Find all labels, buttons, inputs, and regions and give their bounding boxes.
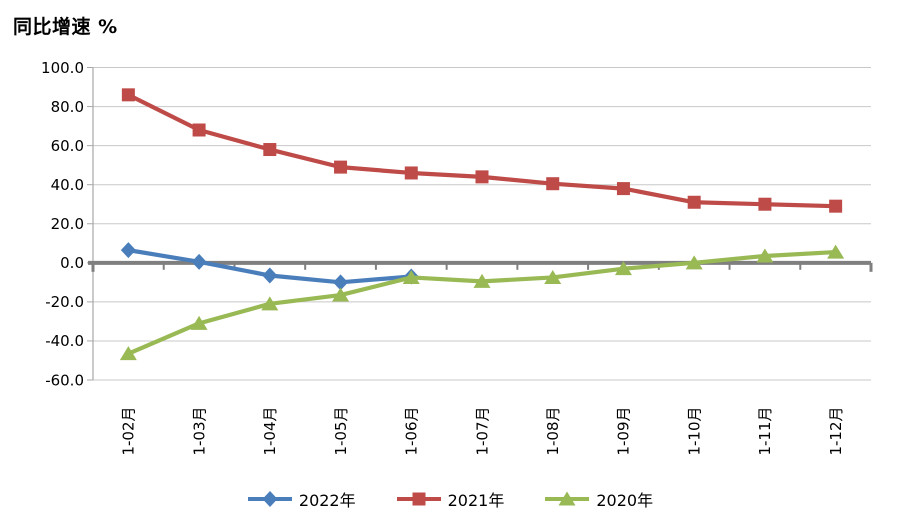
- legend-label: 2021年: [447, 491, 505, 510]
- square-marker: [616, 182, 630, 196]
- triangle-marker: [544, 269, 562, 284]
- x-tick-label: 1-07月: [473, 406, 491, 455]
- chart-title: 同比增速 %: [13, 16, 118, 38]
- diamond-marker: [262, 491, 278, 507]
- x-axis-labels: 1-02月 1-03月 1-04月 1-05月 1-06月 1-07月 1-08月 1-09月…: [120, 406, 845, 455]
- triangle-marker: [261, 296, 279, 311]
- y-tick-label: 60.0: [51, 137, 84, 155]
- square-marker: [829, 199, 843, 213]
- y-tick-label: 20.0: [51, 215, 84, 233]
- square-marker: [687, 195, 701, 209]
- triangle-marker: [332, 287, 350, 302]
- triangle-marker: [827, 244, 845, 259]
- x-tick-label: 1-08月: [544, 406, 562, 455]
- y-tick-label: -20.0: [45, 293, 84, 311]
- legend-item-2020年: 2020年: [544, 487, 653, 511]
- diamond-marker: [333, 274, 349, 291]
- square-marker: [404, 166, 418, 180]
- y-axis-labels: 100.0 80.0 60.0 40.0 20.0 0.0 -20.0 -40.0 -60.0: [41, 59, 84, 390]
- square-marker: [263, 143, 277, 157]
- y-tick-label: 0.0: [60, 254, 84, 272]
- triangle-marker: [473, 273, 491, 288]
- series-2020年: [119, 244, 845, 361]
- y-tick-label: 80.0: [51, 98, 84, 116]
- x-tick-label: 1-06月: [403, 406, 421, 455]
- diamond-legend-icon: [247, 491, 292, 507]
- diamond-marker: [262, 267, 278, 284]
- square-marker: [412, 492, 426, 506]
- series-2021年: [121, 88, 843, 213]
- x-tick-label: 1-03月: [190, 406, 208, 455]
- legend-label: 2020年: [596, 491, 654, 510]
- x-tick-label: 1-04月: [261, 406, 279, 455]
- x-tick-label: 1-02月: [120, 406, 138, 455]
- square-legend-icon: [396, 492, 441, 506]
- x-tick-label: 1-11月: [756, 406, 774, 455]
- triangle-marker: [685, 255, 703, 270]
- legend-item-2021年: 2021年: [396, 487, 505, 511]
- x-tick-label: 1-09月: [615, 406, 633, 455]
- x-tick-label: 1-10月: [685, 406, 703, 455]
- series-line: [126, 92, 838, 209]
- square-marker: [334, 160, 348, 174]
- triangle-marker: [614, 261, 632, 276]
- triangle-marker: [558, 491, 576, 506]
- diamond-marker: [120, 242, 136, 259]
- chart-legend: 2022年 2021年 2020年: [0, 487, 900, 511]
- y-tick-label: -60.0: [45, 371, 84, 389]
- triangle-marker: [756, 248, 774, 263]
- diamond-marker: [191, 253, 207, 270]
- square-marker: [758, 197, 772, 211]
- series-2022年: [120, 242, 419, 291]
- x-tick-label: 1-05月: [332, 406, 350, 455]
- triangle-marker: [119, 346, 137, 361]
- y-tick-label: 100.0: [41, 59, 84, 77]
- x-tick-label: 1-12月: [827, 406, 845, 455]
- y-tick-label: 40.0: [51, 176, 84, 194]
- legend-item-2022年: 2022年: [247, 487, 356, 511]
- y-tick-label: -40.0: [45, 332, 84, 350]
- square-marker: [546, 177, 560, 191]
- triangle-legend-icon: [545, 491, 590, 506]
- gridlines: [87, 67, 871, 381]
- square-marker: [192, 123, 206, 137]
- triangle-marker: [190, 315, 208, 330]
- triangle-marker: [402, 269, 420, 284]
- square-marker: [121, 88, 135, 102]
- legend-label: 2022年: [298, 491, 356, 510]
- square-marker: [475, 170, 489, 184]
